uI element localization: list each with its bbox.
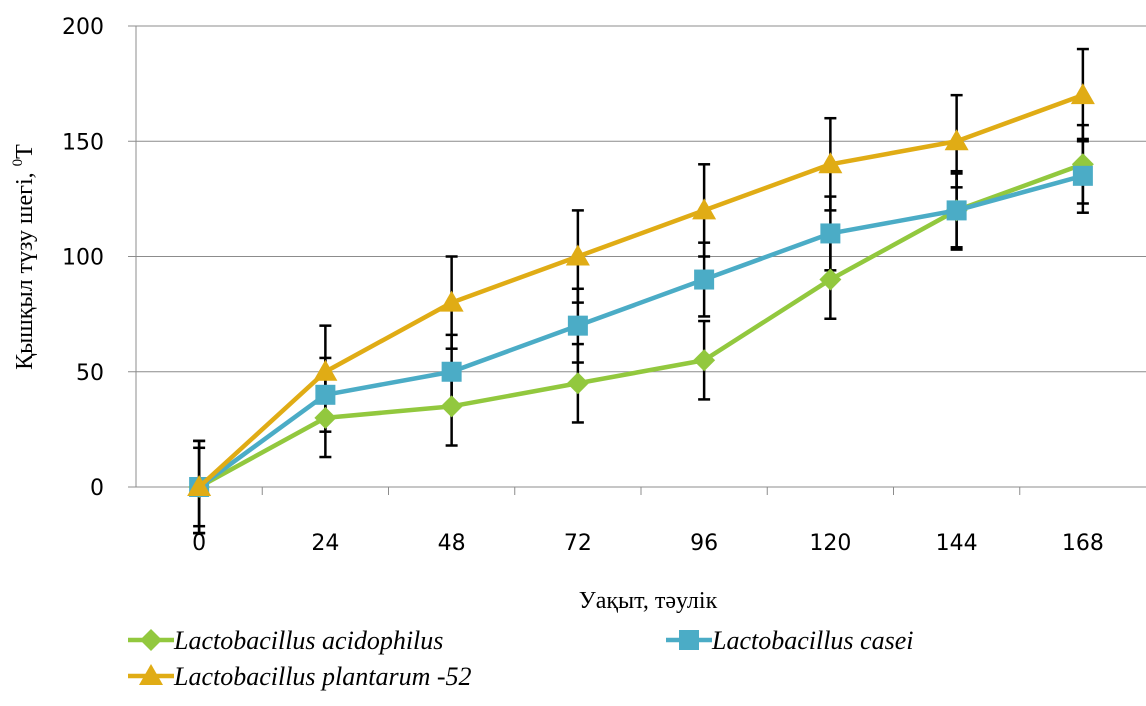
x-tick-label: 72 bbox=[564, 531, 592, 556]
data-point bbox=[820, 223, 841, 244]
data-point bbox=[313, 359, 338, 381]
error-bars bbox=[193, 47, 1089, 535]
legend-entry: Lactobacillus plantarum -52 bbox=[128, 662, 472, 691]
data-point bbox=[1072, 165, 1093, 186]
x-axis-title: Уақыт, тәулік bbox=[579, 588, 718, 614]
data-point bbox=[314, 406, 337, 429]
series bbox=[189, 165, 1093, 497]
legend-label: Lactobacillus acidophilus bbox=[173, 626, 443, 655]
data-point bbox=[566, 372, 589, 395]
legend-entry: Lactobacillus casei bbox=[666, 626, 913, 655]
data-point bbox=[692, 198, 717, 220]
legend-entry: Lactobacillus acidophilus bbox=[128, 626, 443, 655]
data-point bbox=[567, 315, 588, 336]
series-lines bbox=[187, 83, 1095, 498]
series bbox=[187, 83, 1095, 496]
y-axis-title-superscript: 0 bbox=[10, 159, 26, 167]
legend-marker bbox=[679, 630, 699, 650]
y-tick-label: 50 bbox=[76, 361, 104, 386]
x-tick-label: 24 bbox=[311, 531, 339, 556]
data-point bbox=[946, 200, 967, 221]
y-tick-label: 0 bbox=[90, 476, 104, 501]
series-line bbox=[197, 173, 1084, 489]
y-axis-title-unit: Т bbox=[12, 144, 38, 159]
data-point bbox=[439, 290, 464, 312]
y-tick-label: 200 bbox=[62, 15, 104, 40]
x-tick-label: 96 bbox=[690, 531, 718, 556]
x-tick-labels: 0 24 48 72 96 120 144 168 bbox=[192, 531, 1104, 556]
data-point bbox=[693, 349, 716, 372]
legend-label: Lactobacillus casei bbox=[711, 626, 913, 655]
y-axis-title-text: Қышқыл түзу шегі, bbox=[12, 166, 38, 369]
x-tick-label: 168 bbox=[1062, 531, 1104, 556]
x-tick-label: 0 bbox=[192, 531, 206, 556]
x-tick-label: 120 bbox=[809, 531, 851, 556]
series-line bbox=[197, 93, 1084, 489]
data-point bbox=[694, 269, 715, 290]
data-point bbox=[565, 244, 590, 266]
legend-marker bbox=[140, 629, 162, 651]
y-tick-labels: 0 50 100 150 200 bbox=[62, 15, 104, 501]
data-point bbox=[441, 361, 462, 382]
series-line bbox=[198, 162, 1084, 489]
y-tick-label: 100 bbox=[62, 246, 104, 271]
axes bbox=[128, 25, 1146, 495]
data-point bbox=[1070, 83, 1095, 105]
legend-marker bbox=[139, 664, 163, 685]
data-point bbox=[315, 384, 336, 405]
y-axis-title: Қышқыл түзу шегі, 0Т bbox=[10, 144, 38, 370]
y-tick-label: 150 bbox=[62, 130, 104, 155]
legend-label: Lactobacillus plantarum -52 bbox=[173, 662, 472, 691]
data-point bbox=[819, 268, 842, 291]
data-point bbox=[818, 152, 843, 174]
data-point bbox=[440, 395, 463, 418]
x-tick-label: 144 bbox=[936, 531, 978, 556]
data-point bbox=[187, 475, 212, 496]
data-point bbox=[944, 129, 969, 151]
legend: Lactobacillus acidophilus Lactobacillus c… bbox=[128, 626, 913, 691]
x-tick-label: 48 bbox=[438, 531, 466, 556]
